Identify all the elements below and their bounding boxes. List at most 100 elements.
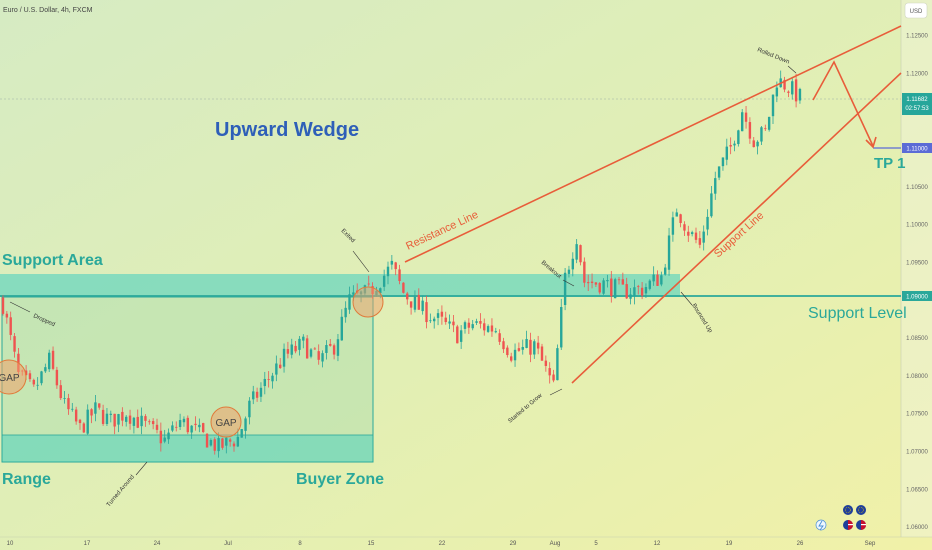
candle-body xyxy=(236,436,240,447)
candle-body xyxy=(741,112,744,132)
candle-body xyxy=(40,371,43,384)
candle-body xyxy=(248,400,251,418)
time-tick-label: Sep xyxy=(865,541,876,547)
candle-body xyxy=(794,79,798,102)
candle-body xyxy=(390,260,394,265)
candle-body xyxy=(271,375,274,382)
gap-circle-1 xyxy=(0,359,27,395)
candle-body xyxy=(421,300,424,312)
price-tick-label: 1.07500 xyxy=(906,412,928,418)
candle-body xyxy=(252,391,255,400)
price-tick-label: 1.06000 xyxy=(906,525,928,531)
currency-label: USD xyxy=(910,9,923,15)
candle-body xyxy=(513,349,517,361)
candle-body xyxy=(228,439,232,442)
support-price-value: 1.09000 xyxy=(906,295,928,301)
time-tick-label: 22 xyxy=(439,541,446,547)
candle-body xyxy=(429,320,432,322)
candle-body xyxy=(729,145,732,147)
candle-body xyxy=(140,415,143,427)
candle-body xyxy=(767,116,771,130)
candle-body xyxy=(225,437,228,446)
candle-body xyxy=(471,324,474,329)
candle-body xyxy=(259,387,263,397)
candle-body xyxy=(386,266,390,277)
candle-body xyxy=(336,339,340,356)
candle-body xyxy=(213,439,216,451)
currency-badge[interactable] xyxy=(904,2,928,19)
candle-body xyxy=(717,166,721,178)
candle-body xyxy=(587,282,590,284)
candle-body xyxy=(613,279,617,299)
candle-body xyxy=(113,413,116,427)
time-tick-label: 5 xyxy=(594,541,598,547)
eu-flag-icon[interactable] xyxy=(856,505,866,515)
candle-body xyxy=(602,280,605,294)
candle-body xyxy=(502,341,505,350)
candle-body xyxy=(617,279,621,281)
candle-body xyxy=(459,330,463,342)
candle-body xyxy=(136,416,139,428)
candle-body xyxy=(117,414,120,425)
eu-us-flag-icon[interactable] xyxy=(843,520,853,530)
candle-body xyxy=(240,429,243,438)
candle-body xyxy=(425,302,428,323)
buyer-zone-label: Buyer Zone xyxy=(296,471,384,488)
candle-body xyxy=(706,216,709,230)
candle-body xyxy=(690,232,694,235)
candle-body xyxy=(5,313,9,318)
candle-body xyxy=(679,214,682,223)
price-tick-label: 1.10500 xyxy=(906,185,928,191)
gap-circle-2 xyxy=(210,406,242,438)
candle-body xyxy=(579,245,582,263)
time-tick-label: Jul xyxy=(224,541,232,547)
candle-body xyxy=(667,235,671,270)
candle-body xyxy=(198,424,201,428)
candle-body xyxy=(486,326,490,332)
candle-body xyxy=(583,261,586,283)
candle-body xyxy=(190,425,193,433)
candle-body xyxy=(409,301,413,308)
candle-body xyxy=(121,411,124,421)
candle-body xyxy=(752,140,755,148)
lightning-icon[interactable] xyxy=(815,519,827,531)
time-tick-label: 26 xyxy=(797,541,804,547)
candle-body xyxy=(144,416,147,421)
price-tick-label: 1.08500 xyxy=(906,336,928,342)
candle-body xyxy=(367,283,370,285)
candle-body xyxy=(521,346,524,350)
candle-body xyxy=(55,369,59,386)
time-axis[interactable]: 10 17 24 Jul 8 15 22 29 Aug 5 12 19 26 Sep xyxy=(7,541,876,547)
candle-body xyxy=(255,391,259,398)
candle-body xyxy=(656,274,659,286)
price-tick-label: 1.06500 xyxy=(906,487,928,493)
candle-body xyxy=(475,321,478,323)
candle-body xyxy=(290,344,293,355)
candle-body xyxy=(544,360,548,366)
candle-body xyxy=(105,413,109,424)
candle-body xyxy=(402,282,405,293)
candle-body xyxy=(640,287,644,296)
candle-body xyxy=(452,321,455,326)
candle-body xyxy=(710,193,713,217)
candle-body xyxy=(683,224,686,231)
projection-arrowhead xyxy=(865,136,877,149)
eu-us-flag-icon[interactable] xyxy=(856,520,866,530)
eu-flag-icon[interactable] xyxy=(843,505,853,515)
candle-body xyxy=(525,338,528,348)
candle-body xyxy=(456,326,459,344)
price-tick-label: 1.09500 xyxy=(906,260,928,266)
candle-body xyxy=(440,311,444,317)
candle-body xyxy=(71,408,74,410)
candle-body xyxy=(433,318,436,322)
candle-body xyxy=(186,417,189,433)
range-label: Range xyxy=(2,471,51,488)
candle-body xyxy=(552,374,555,381)
candle-body xyxy=(132,417,136,426)
candle-body xyxy=(329,343,332,346)
candle-body xyxy=(760,127,763,142)
candle-body xyxy=(44,367,47,372)
chart-title: Euro / U.S. Dollar, 4h, FXCM xyxy=(3,7,93,14)
candle-body xyxy=(340,316,343,341)
